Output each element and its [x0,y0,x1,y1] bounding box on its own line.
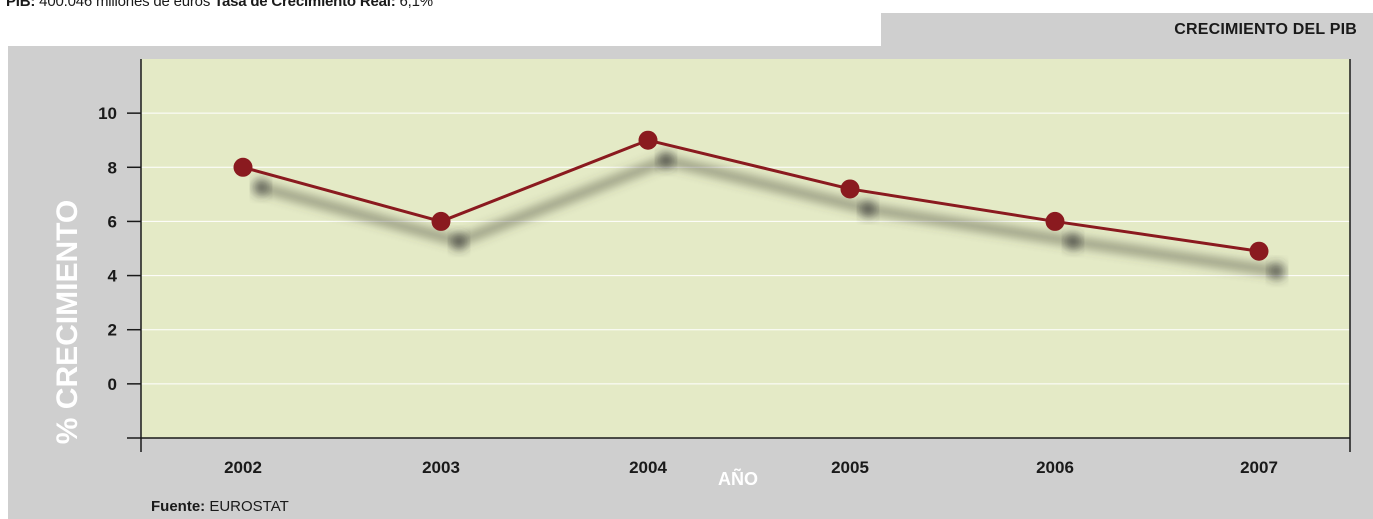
y-tick-label-6: 6 [108,212,117,231]
shadow-point-2004 [658,152,674,169]
source-note: Fuente: EUROSTAT [151,498,289,515]
y-axis-title: % CRECIMIENTO [51,200,84,444]
y-tick-label-10: 10 [98,104,117,123]
data-point-2006 [1045,211,1065,231]
x-axis-title: AÑO [718,468,758,489]
series-line-0 [242,138,1260,253]
x-tick-label-2004: 2004 [629,458,667,477]
data-point-2005 [840,179,860,199]
source-label: Fuente: [151,498,206,515]
shadow-point-2002 [253,179,269,196]
data-point-2004 [638,130,658,150]
chart-title-box: CRECIMIENTO DEL PIB [881,13,1373,46]
x-tick-label-2005: 2005 [831,458,869,477]
data-point-2002 [233,157,253,177]
plot-area [141,59,1350,438]
shadow-point-2005 [860,200,876,217]
series-shadow-0 [259,155,1278,276]
header-summary: PIB: 400.046 millones de euros Tasa de C… [6,0,433,11]
y-tick-label-8: 8 [108,158,117,177]
y-tick-label-0: 0 [108,375,117,394]
x-tick-label-2007: 2007 [1240,458,1278,477]
x-tick-label-2003: 2003 [422,458,460,477]
pib-label: PIB: [6,0,36,10]
y-tick-label-4: 4 [108,267,118,286]
shadow-point-2007 [1269,263,1285,280]
growth-rate-value: 6,1% [399,0,434,10]
shadow-point-2003 [451,233,467,250]
growth-rate-label: Tasa de Crecimiento Real: [214,0,396,10]
chart-title: CRECIMIENTO DEL PIB [1174,21,1357,38]
data-point-2007 [1249,241,1269,261]
x-tick-label-2002: 2002 [224,458,262,477]
y-tick-label-2: 2 [108,321,117,340]
source-value: EUROSTAT [209,498,289,515]
data-point-2003 [431,211,451,231]
pib-value: 400.046 millones de euros [39,0,211,10]
x-tick-label-2006: 2006 [1036,458,1074,477]
shadow-point-2006 [1065,233,1081,250]
